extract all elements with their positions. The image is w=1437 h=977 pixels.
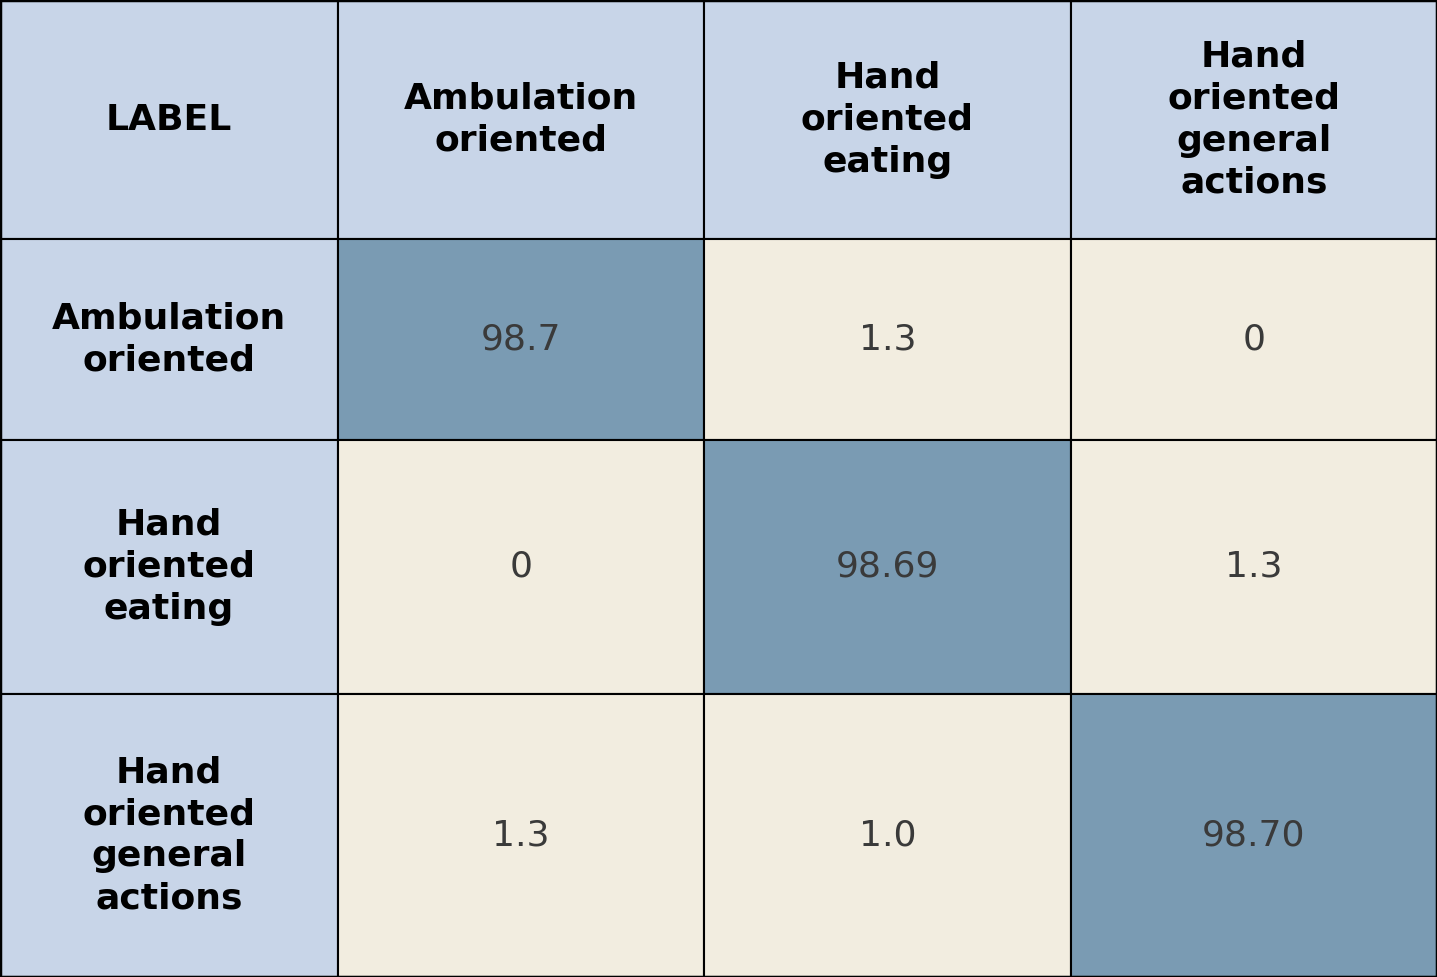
Text: Ambulation
oriented: Ambulation oriented	[52, 302, 286, 377]
Text: Hand
oriented
general
actions: Hand oriented general actions	[82, 755, 256, 915]
Text: 1.3: 1.3	[1224, 550, 1283, 583]
Text: LABEL: LABEL	[106, 103, 231, 137]
Bar	[338, 239, 704, 440]
Bar	[1071, 0, 1437, 239]
Text: Hand
oriented
eating: Hand oriented eating	[82, 508, 256, 625]
Bar	[704, 0, 1071, 239]
Text: 0: 0	[509, 550, 533, 583]
Bar	[338, 440, 704, 694]
Bar	[338, 694, 704, 977]
Text: 98.69: 98.69	[836, 550, 938, 583]
Bar	[338, 0, 704, 239]
Bar	[704, 239, 1071, 440]
Bar	[0, 440, 338, 694]
Bar	[0, 0, 338, 239]
Text: 98.7: 98.7	[480, 322, 562, 357]
Bar	[704, 440, 1071, 694]
Text: Ambulation
oriented: Ambulation oriented	[404, 82, 638, 157]
Bar	[0, 239, 338, 440]
Text: Hand
oriented
eating: Hand oriented eating	[800, 61, 974, 179]
Bar	[1071, 239, 1437, 440]
Text: 1.3: 1.3	[858, 322, 917, 357]
Bar	[1071, 694, 1437, 977]
Bar	[0, 694, 338, 977]
Text: 1.0: 1.0	[858, 819, 917, 852]
Text: 1.3: 1.3	[491, 819, 550, 852]
Text: Hand
oriented
general
actions: Hand oriented general actions	[1167, 39, 1341, 200]
Text: 0: 0	[1242, 322, 1266, 357]
Bar	[1071, 440, 1437, 694]
Bar	[704, 694, 1071, 977]
Text: 98.70: 98.70	[1201, 819, 1306, 852]
